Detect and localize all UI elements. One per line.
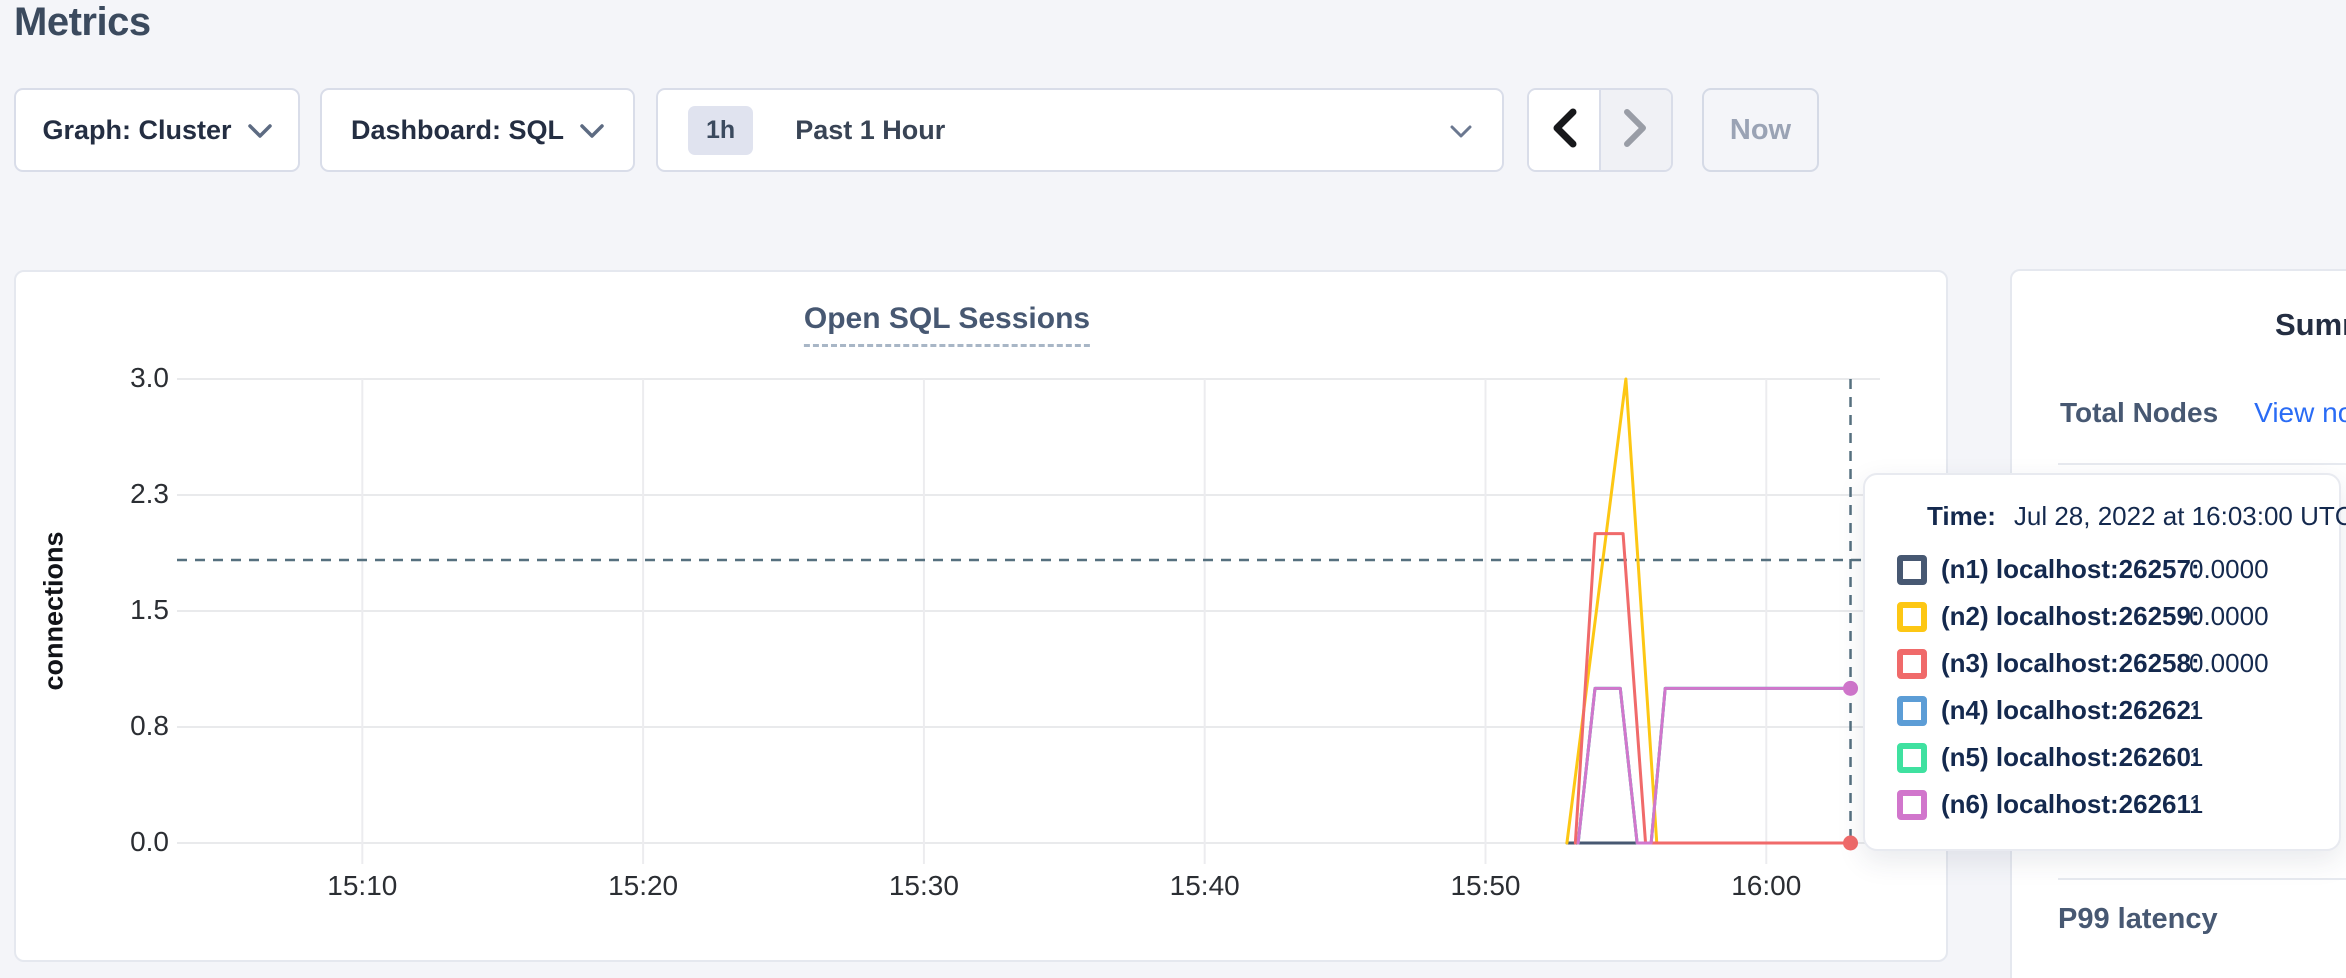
legend-swatch [1897, 789, 1927, 820]
p99-latency-label: P99 latency [2058, 903, 2218, 935]
legend-row: (n5) localhost:26260: 1 [1897, 734, 2339, 781]
y-tick: 2.3 [130, 478, 169, 509]
legend-value: 0.0000 [2189, 648, 2269, 678]
legend-label: (n5) localhost:26260: [1941, 742, 2200, 772]
timeframe-badge: 1h [688, 105, 754, 155]
graph-dropdown[interactable]: Graph: Cluster [14, 88, 300, 172]
legend-value: 1 [2189, 742, 2204, 772]
prev-range-button[interactable] [1529, 90, 1599, 170]
tooltip-time: Time: Jul 28, 2022 at 16:03:00 UTC [1897, 501, 2346, 532]
legend-swatch [1897, 695, 1927, 726]
summary-title: Summary [2275, 307, 2346, 342]
legend-label: (n2) localhost:26259: [1941, 601, 2200, 631]
dashboard-dropdown-label: Dashboard: SQL [350, 114, 565, 145]
legend-label: (n1) localhost:26257: [1941, 554, 2200, 584]
x-tick: 15:40 [1169, 870, 1240, 901]
legend-swatch [1897, 648, 1927, 679]
divider [2058, 878, 2346, 880]
tooltip-time-value: Jul 28, 2022 at 16:03:00 UTC [2013, 501, 2346, 531]
y-tick: 3.0 [130, 362, 169, 393]
chart-plot[interactable] [16, 272, 1946, 960]
x-tick: 15:20 [608, 870, 679, 901]
legend-value: 1 [2189, 789, 2204, 819]
legend-label: (n6) localhost:26261: [1941, 789, 2200, 819]
hover-tooltip: Time: Jul 28, 2022 at 16:03:00 UTC (n1) l… [1863, 473, 2346, 851]
y-tick: 1.5 [130, 594, 169, 625]
timeframe-selector[interactable]: 1h Past 1 Hour [656, 88, 1504, 172]
chevron-down-icon [1450, 115, 1472, 146]
legend-row: (n2) localhost:26259: 0.0000 [1897, 593, 2339, 640]
legend-swatch [1897, 601, 1927, 632]
legend-value: 0.0000 [2189, 601, 2269, 631]
legend-value: 1 [2189, 695, 2204, 725]
chevron-right-icon [1623, 108, 1649, 153]
legend-label: (n3) localhost:26258: [1941, 648, 2200, 678]
total-nodes-label: Total Nodes [2060, 397, 2219, 428]
now-button[interactable]: Now [1702, 88, 1819, 172]
chart-title[interactable]: Open SQL Sessions [803, 302, 1091, 347]
time-range-nav [1527, 88, 1673, 172]
chevron-down-icon [580, 115, 604, 146]
next-range-button[interactable] [1599, 90, 1671, 170]
legend-row: (n4) localhost:26262: 1 [1897, 687, 2339, 734]
chevron-down-icon [247, 115, 272, 146]
y-tick: 0.8 [130, 710, 169, 741]
legend-value: 0.0000 [2189, 554, 2269, 584]
graph-dropdown-label: Graph: Cluster [42, 114, 232, 145]
x-tick: 15:10 [327, 870, 398, 901]
legend-row: (n6) localhost:26261: 1 [1897, 781, 2339, 828]
divider [2058, 463, 2346, 465]
total-nodes-row: Total Nodes View nodes [2060, 397, 2346, 429]
legend-swatch [1897, 554, 1927, 585]
legend-swatch [1897, 742, 1927, 773]
timeframe-label: Past 1 Hour [795, 114, 946, 145]
x-tick: 15:50 [1450, 870, 1521, 901]
page-title: Metrics [14, 0, 151, 44]
x-tick: 15:30 [888, 870, 959, 901]
legend-row: (n1) localhost:26257: 0.0000 [1897, 546, 2339, 593]
y-tick: 0.0 [130, 826, 169, 857]
view-nodes-link[interactable]: View nodes [2254, 397, 2346, 428]
chevron-left-icon [1551, 108, 1577, 153]
dashboard-dropdown[interactable]: Dashboard: SQL [320, 88, 635, 172]
legend-row: (n3) localhost:26258: 0.0000 [1897, 640, 2339, 687]
tooltip-time-label: Time: [1927, 501, 1996, 531]
x-tick: 16:00 [1731, 870, 1802, 901]
chart-card: Open SQL Sessions connections 0.0 0.8 1.… [14, 270, 1948, 962]
legend-label: (n4) localhost:26262: [1941, 695, 2200, 725]
